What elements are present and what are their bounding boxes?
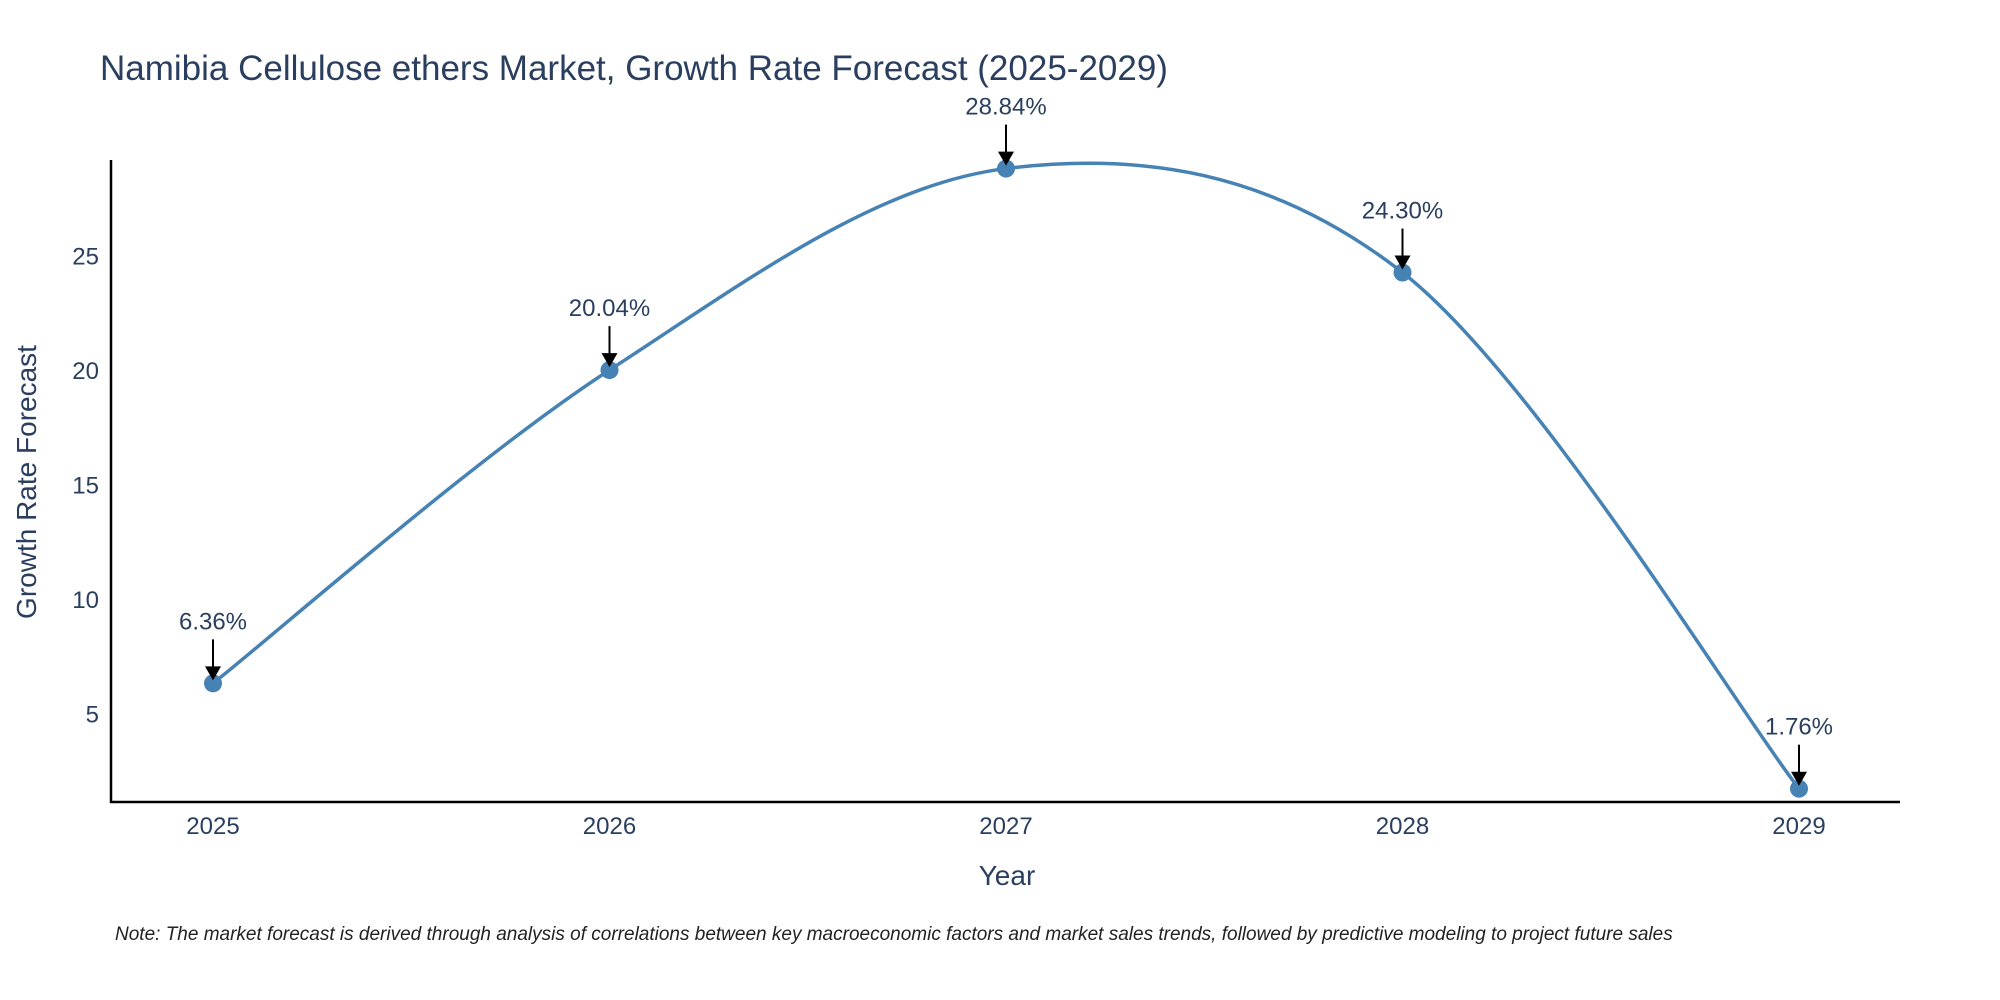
data-point xyxy=(600,361,619,380)
y-tick-label: 5 xyxy=(86,702,99,729)
annotation-arrow-head xyxy=(998,151,1014,166)
x-tick-label: 2025 xyxy=(186,813,239,840)
annotation-arrow-head xyxy=(1791,771,1807,786)
x-axis-title: Year xyxy=(979,860,1036,891)
annotation-arrow-head xyxy=(601,353,618,368)
data-label: 24.30% xyxy=(1362,198,1443,225)
data-point xyxy=(204,674,222,693)
data-point xyxy=(1393,263,1412,282)
data-label: 28.84% xyxy=(965,94,1046,121)
y-axis-title: Growth Rate Forecast xyxy=(11,345,42,619)
x-tick-label: 2027 xyxy=(979,813,1032,840)
data-point xyxy=(1790,779,1808,798)
y-tick-label: 20 xyxy=(72,358,99,385)
annotation-arrow-head xyxy=(205,666,221,681)
x-tick-label: 2029 xyxy=(1772,813,1825,840)
annotation-arrow-head xyxy=(1394,255,1411,270)
y-tick-label: 15 xyxy=(72,473,99,500)
footnote: Note: The market forecast is derived thr… xyxy=(115,924,1673,945)
chart-title: Namibia Cellulose ethers Market, Growth … xyxy=(100,49,1168,88)
data-label: 20.04% xyxy=(569,295,650,322)
data-label: 6.36% xyxy=(179,608,247,635)
series-line xyxy=(211,161,1801,790)
x-tick-label: 2026 xyxy=(583,813,636,840)
x-tick-label: 2028 xyxy=(1376,813,1429,840)
y-tick-label: 10 xyxy=(72,587,99,614)
data-point xyxy=(997,159,1015,178)
y-tick-label: 25 xyxy=(72,244,99,271)
data-label: 1.76% xyxy=(1765,714,1833,741)
